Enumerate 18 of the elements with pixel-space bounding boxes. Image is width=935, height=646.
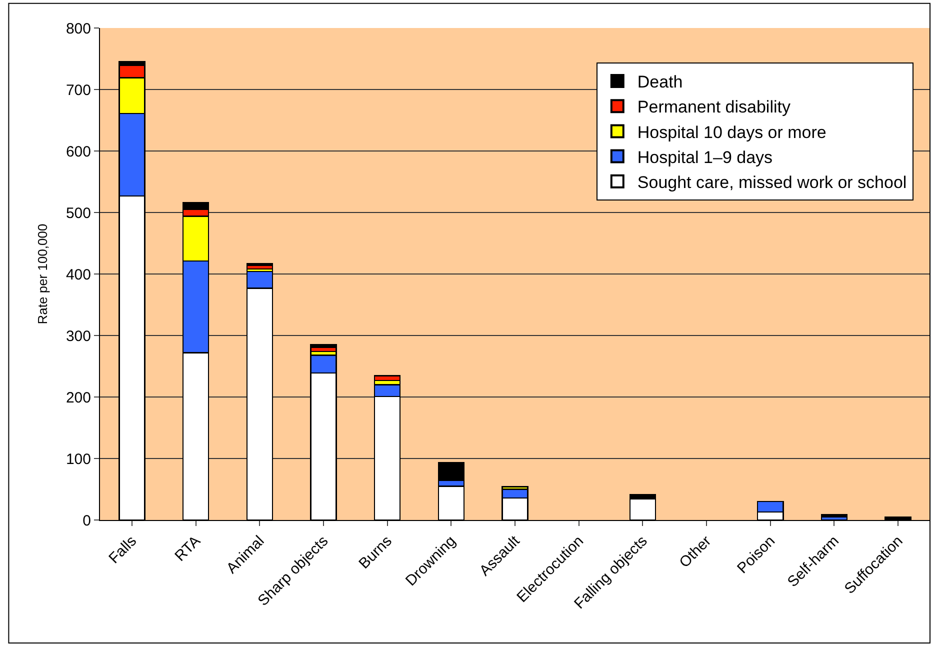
y-tick-label: 500 <box>66 204 91 222</box>
y-tick-label: 100 <box>66 450 91 468</box>
y-tick-label: 0 <box>82 512 91 530</box>
bar <box>820 514 848 518</box>
y-tick-label: 400 <box>66 266 91 284</box>
y-tick-label: 600 <box>66 143 91 160</box>
legend-label: Hospital 1–9 days <box>637 148 773 167</box>
y-tick-label: 700 <box>66 82 91 99</box>
legend-label: Death <box>637 72 683 92</box>
y-tick-label: 200 <box>66 389 91 406</box>
legend-label: Permanent disability <box>637 98 791 117</box>
bar <box>310 344 337 348</box>
y-tick-label: 800 <box>66 20 91 38</box>
y-axis-title: Rate per 100,000 <box>34 224 50 324</box>
y-tick-label: 300 <box>66 328 91 345</box>
x-tick-label: RTA <box>172 532 204 565</box>
legend-label: Hospital 10 days or more <box>637 122 826 142</box>
legend-label: Sought care, missed work or school <box>637 173 907 192</box>
